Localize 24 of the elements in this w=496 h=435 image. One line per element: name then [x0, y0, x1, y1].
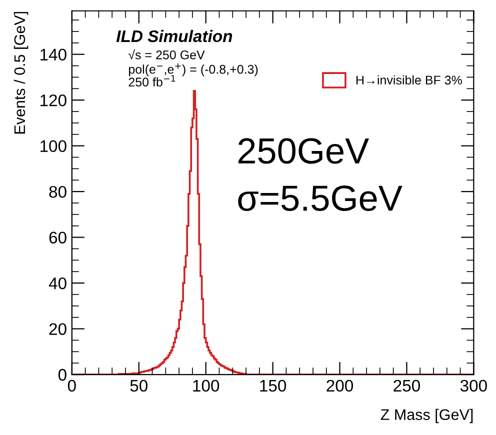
- annotation: σ=5.5GeV: [238, 185, 402, 212]
- x-tick-label: 300: [460, 380, 487, 392]
- annotation: 250GeV: [238, 138, 369, 164]
- y-tick-label: 60: [49, 232, 66, 244]
- annotation: ILD Simulation: [116, 30, 232, 42]
- x-tick-label: 250: [394, 380, 420, 392]
- x-tick-label: 0: [68, 380, 76, 392]
- y-tick-label: 40: [48, 277, 66, 290]
- y-tick-label: 20: [49, 323, 66, 335]
- x-tick-label: 50: [130, 380, 148, 392]
- x-tick-label: 100: [193, 380, 220, 392]
- x-tick-label: 200: [326, 380, 354, 392]
- y-tick-label: 80: [49, 186, 66, 198]
- annotation: pol(e$^{−}$,e$^{+}$) = (-0.8,+0.3): [128, 63, 258, 76]
- y-tick-label: 120: [40, 94, 66, 106]
- legend-label: H→invisible BF 3%: [356, 75, 462, 85]
- x-axis-title: Z Mass [GeV]: [380, 408, 473, 424]
- annotation: √s = 250 GeV: [128, 49, 205, 60]
- annotation: 250 fb$^{−1}$: [128, 75, 176, 87]
- y-tick-label: 140: [40, 48, 66, 61]
- y-tick-label: 100: [40, 140, 66, 152]
- y-axis-title: Events / 0.5 [GeV]: [14, 12, 28, 134]
- x-tick-label: 150: [260, 380, 286, 392]
- y-tick-label: 0: [58, 368, 66, 381]
